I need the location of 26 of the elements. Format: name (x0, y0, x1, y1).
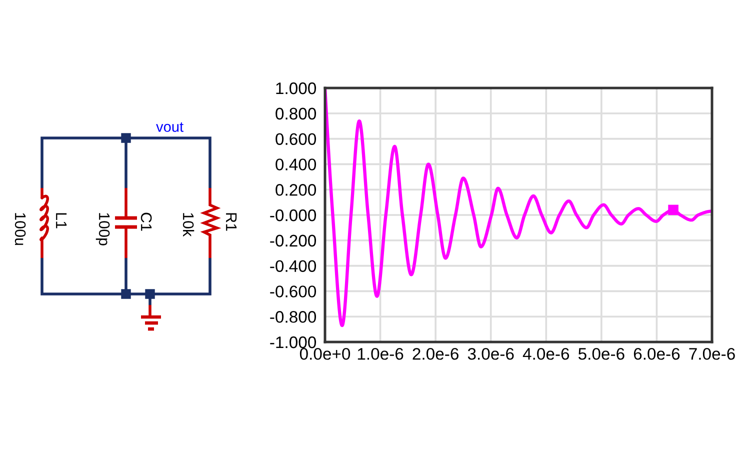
x-tick-label: 7.0e-6 (689, 348, 735, 360)
y-tick-label: 1.000 (276, 82, 316, 94)
y-tick-label: 0.600 (276, 133, 316, 146)
text: L1 (56, 213, 67, 228)
y-tick-label: 0.400 (276, 158, 316, 170)
x-tick-label: 1.0e-6 (358, 348, 404, 360)
y-tick-label: -0.200 (270, 234, 316, 247)
x-tick-label: 3.0e-6 (468, 348, 514, 360)
text: R1 (226, 213, 237, 231)
y-tick-label: 0.800 (276, 108, 316, 120)
text: 10k (182, 213, 194, 237)
x-tick-label: 6.0e-6 (634, 348, 680, 360)
x-tick-label: 5.0e-6 (578, 348, 624, 360)
text: vout (156, 122, 184, 132)
text: 100p (96, 213, 110, 246)
y-tick-label: -0.600 (270, 286, 316, 298)
x-tick-label: 4.0e-6 (522, 348, 570, 360)
x-tick-label: 0.0e+0 (300, 348, 350, 360)
y-tick-label: -0.800 (270, 311, 316, 323)
text: 100u (14, 213, 26, 245)
y-tick-label: 0.200 (276, 184, 316, 196)
text: C1 (140, 212, 152, 231)
y-tick-label: -0.400 (270, 260, 316, 272)
y-tick-label: -1.000 (270, 336, 316, 348)
x-tick-label: 2.0e-6 (412, 348, 458, 360)
y-tick-label: -0.000 (270, 209, 316, 222)
